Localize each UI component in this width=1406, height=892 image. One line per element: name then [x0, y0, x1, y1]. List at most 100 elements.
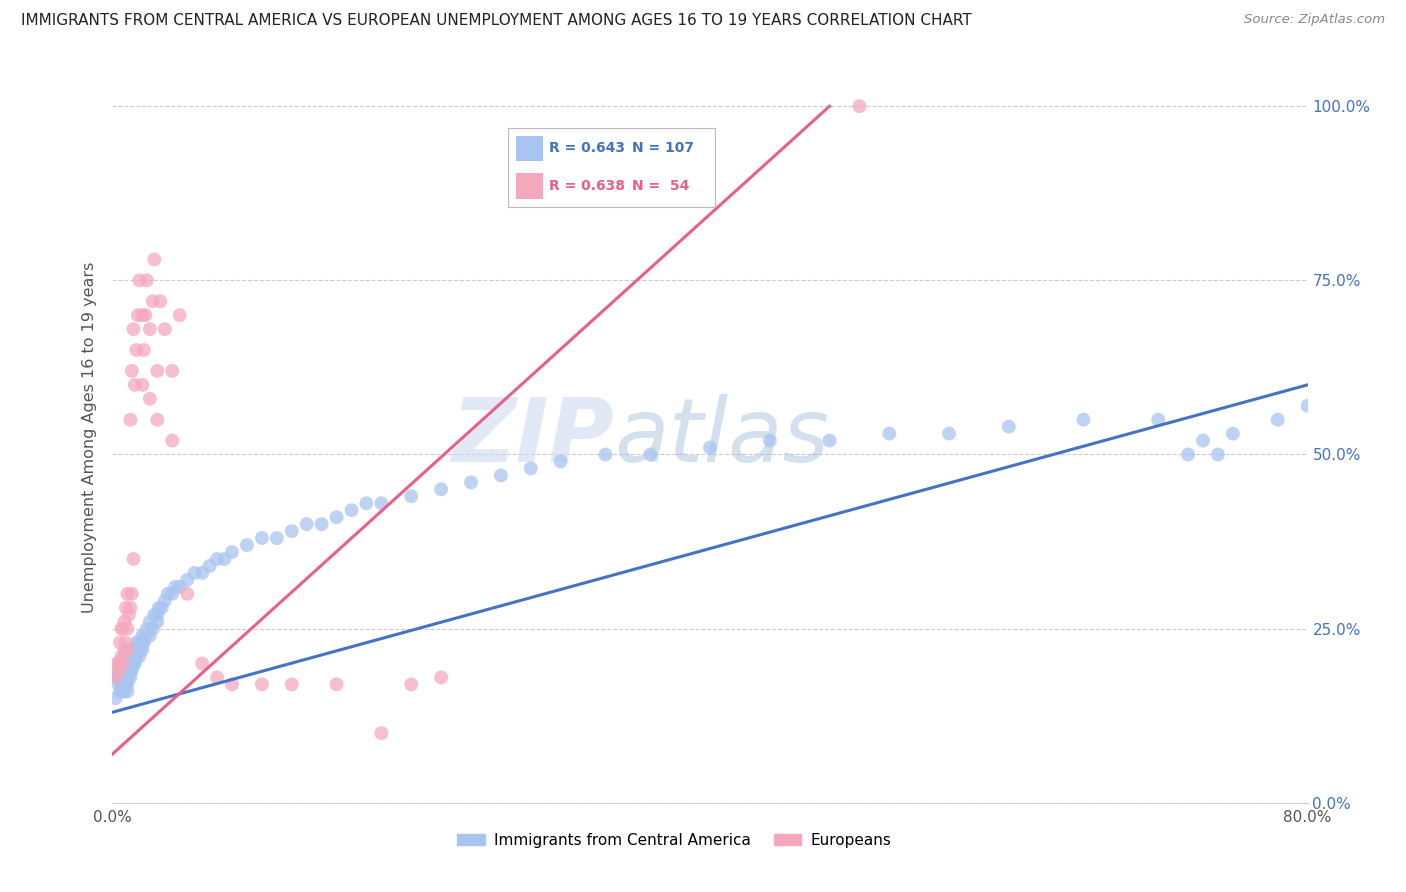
- Point: [111, 657, 134, 671]
- Point: [124, 657, 146, 671]
- Point: [281, 677, 304, 691]
- Point: [110, 677, 132, 691]
- Point: [107, 677, 129, 691]
- Point: [111, 622, 134, 636]
- Point: [108, 684, 131, 698]
- Point: [489, 468, 512, 483]
- Point: [117, 664, 139, 678]
- Point: [122, 657, 145, 671]
- Point: [250, 531, 273, 545]
- Point: [120, 657, 142, 671]
- Point: [121, 364, 143, 378]
- Point: [108, 657, 131, 671]
- Point: [117, 587, 139, 601]
- Point: [124, 377, 146, 392]
- Point: [114, 649, 135, 664]
- Point: [221, 545, 243, 559]
- Point: [1073, 412, 1095, 426]
- Point: [142, 294, 165, 309]
- Point: [165, 580, 187, 594]
- Point: [128, 635, 150, 649]
- Point: [115, 657, 138, 671]
- Point: [127, 642, 149, 657]
- Point: [266, 531, 288, 545]
- Point: [121, 587, 143, 601]
- Point: [205, 552, 228, 566]
- Point: [114, 642, 135, 657]
- Point: [105, 657, 128, 671]
- Point: [430, 483, 453, 497]
- Point: [1192, 434, 1215, 448]
- Point: [142, 622, 165, 636]
- Text: N = 107: N = 107: [633, 141, 695, 155]
- Point: [104, 670, 127, 684]
- Point: [340, 503, 363, 517]
- Point: [110, 622, 132, 636]
- Point: [131, 629, 153, 643]
- Point: [115, 635, 138, 649]
- Point: [131, 377, 153, 392]
- Point: [401, 677, 423, 691]
- Point: [111, 657, 134, 671]
- Point: [110, 670, 132, 684]
- Point: [236, 538, 259, 552]
- Point: [520, 461, 543, 475]
- Point: [127, 308, 149, 322]
- Point: [117, 677, 139, 691]
- Point: [131, 308, 153, 322]
- Point: [1147, 412, 1170, 426]
- Point: [640, 448, 662, 462]
- Point: [938, 426, 960, 441]
- Point: [325, 510, 347, 524]
- Point: [121, 657, 143, 671]
- Point: [135, 273, 157, 287]
- Point: [139, 392, 162, 406]
- Point: [125, 635, 148, 649]
- Point: [105, 670, 128, 684]
- Point: [121, 664, 143, 678]
- Point: [370, 496, 392, 510]
- Point: [430, 670, 453, 684]
- Point: [134, 629, 156, 643]
- Point: [115, 677, 138, 691]
- Point: [699, 441, 721, 455]
- Point: [214, 552, 236, 566]
- Point: [134, 308, 156, 322]
- Point: [111, 670, 134, 684]
- Point: [132, 635, 155, 649]
- Point: [311, 517, 333, 532]
- Point: [120, 412, 142, 426]
- Point: [131, 635, 153, 649]
- Point: [111, 684, 134, 698]
- Point: [117, 642, 139, 657]
- Text: ZIP: ZIP: [451, 393, 614, 481]
- Point: [1206, 448, 1229, 462]
- Point: [128, 273, 150, 287]
- Point: [129, 642, 152, 657]
- Point: [125, 343, 148, 357]
- Point: [114, 615, 135, 629]
- Point: [117, 657, 139, 671]
- Point: [156, 587, 179, 601]
- Point: [153, 322, 176, 336]
- Legend: Immigrants from Central America, Europeans: Immigrants from Central America, Europea…: [451, 827, 897, 854]
- Point: [118, 607, 141, 622]
- Point: [281, 524, 304, 538]
- Point: [176, 573, 198, 587]
- Point: [117, 649, 139, 664]
- Point: [356, 496, 378, 510]
- Point: [153, 594, 176, 608]
- Point: [460, 475, 482, 490]
- Point: [370, 726, 392, 740]
- Point: [146, 364, 169, 378]
- Y-axis label: Unemployment Among Ages 16 to 19 years: Unemployment Among Ages 16 to 19 years: [82, 261, 97, 613]
- Point: [115, 670, 138, 684]
- Point: [117, 622, 139, 636]
- Point: [124, 642, 146, 657]
- Point: [122, 642, 145, 657]
- Text: atlas: atlas: [614, 394, 830, 480]
- Point: [848, 99, 870, 113]
- Point: [818, 434, 841, 448]
- Point: [191, 657, 214, 671]
- Point: [117, 642, 139, 657]
